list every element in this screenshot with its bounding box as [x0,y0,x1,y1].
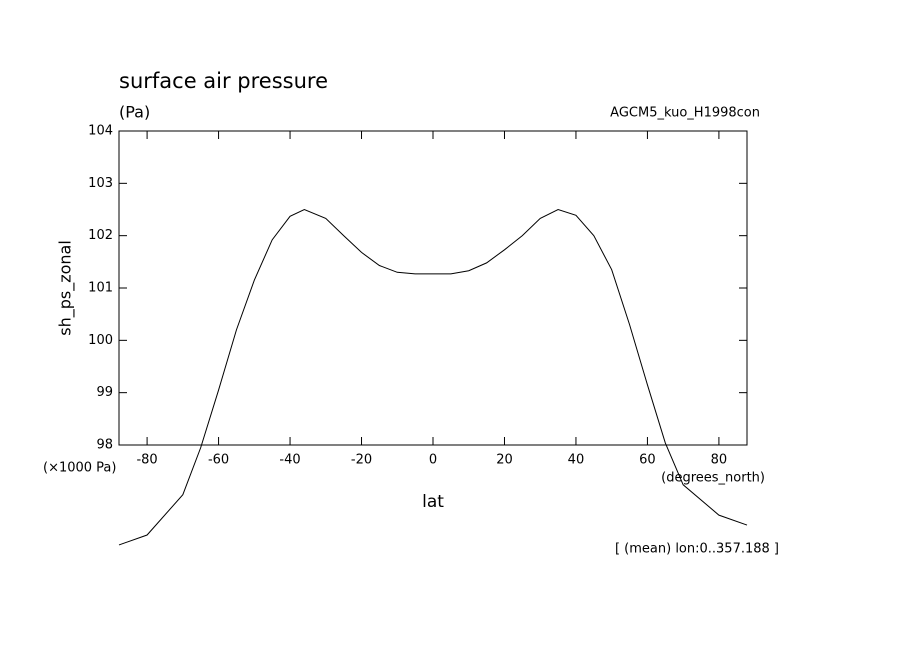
y-tick-label: 100 [88,333,113,348]
data-line [118,208,748,546]
x-tick-label: 80 [711,453,728,468]
x-tick-label: 20 [496,453,513,468]
chart-title: surface air pressure [119,69,328,93]
x-tick-label: 60 [639,453,656,468]
x-tick-label: -60 [208,453,229,468]
y-tick-label: 102 [88,228,113,243]
x-tick-label: 40 [568,453,585,468]
x-tick-label: -20 [351,453,372,468]
x-unit-label: (degrees_north) [661,471,765,486]
x-axis-label: lat [422,492,444,512]
x-tick-label: 0 [429,453,437,468]
y-tick-label: 99 [96,385,113,400]
y-tick-label: 103 [88,176,113,191]
note: [ (mean) lon:0..357.188 ] [615,542,779,557]
chart-subtitle: (Pa) [119,103,150,122]
y-tick-label: 101 [88,281,113,296]
y-tick-label: 98 [96,438,113,453]
y-tick-label: 104 [88,124,113,139]
x-tick-label: -40 [279,453,300,468]
source-label: AGCM5_kuo_H1998con [610,106,760,121]
x-tick-label: -80 [136,453,157,468]
y-axis-label: sh_ps_zonal [56,240,76,336]
y-unit-label: (×1000 Pa) [43,461,116,476]
